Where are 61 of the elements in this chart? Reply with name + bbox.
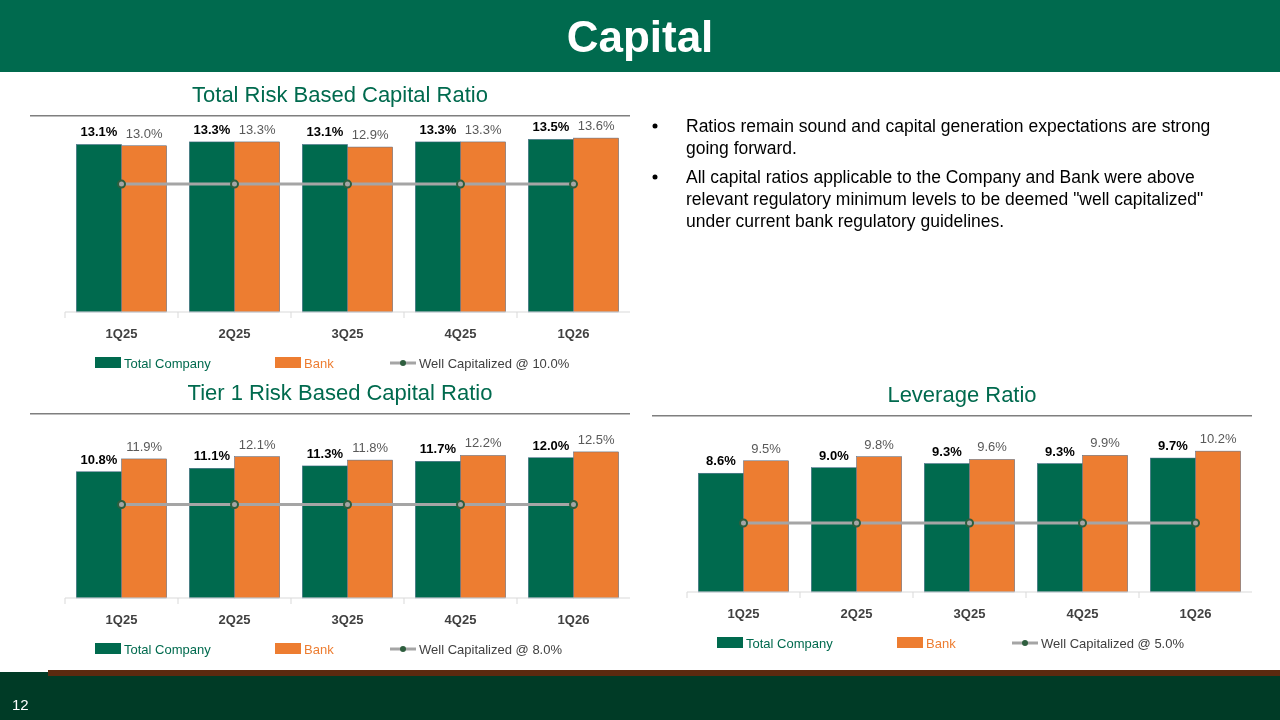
data-label: 13.0% [125, 125, 163, 141]
data-label: 13.1% [306, 124, 344, 140]
data-label: 8.6% [706, 453, 737, 469]
legend-label: Well Capitalized @ 8.0% [419, 642, 563, 657]
x-tick-label: 2Q25 [840, 606, 873, 621]
x-tick-label: 4Q25 [444, 326, 477, 341]
legend-label: Total Company [124, 642, 212, 657]
chart-title: Tier 1 Risk Based Capital Ratio [187, 380, 493, 405]
data-label: 12.0% [532, 437, 570, 453]
text: Total Company [124, 356, 212, 371]
data-label: 9.9% [1090, 435, 1121, 451]
data-label: 9.0% [819, 447, 850, 463]
text: 12 [12, 696, 29, 713]
data-label: 9.7% [1158, 438, 1189, 454]
data-label: 11.3% [306, 445, 344, 461]
data-label: 9.3% [1045, 443, 1076, 459]
chart-title: Total Risk Based Capital Ratio [192, 82, 488, 107]
data-label: 10.8% [80, 451, 118, 467]
x-tick-label: 1Q25 [105, 612, 138, 627]
x-tick-label: 1Q26 [1179, 606, 1212, 621]
text: Capital [566, 12, 714, 61]
data-label: 12.5% [577, 431, 615, 447]
x-tick-label: 1Q25 [105, 326, 138, 341]
data-label: 9.5% [751, 440, 782, 456]
legend-label: Well Capitalized @ 5.0% [1041, 636, 1185, 651]
x-tick-label: 4Q25 [1066, 606, 1099, 621]
data-label: 9.6% [977, 439, 1008, 455]
data-label: 13.3% [238, 121, 276, 137]
x-tick-label: 1Q26 [557, 326, 590, 341]
text: Ratios remain sound and capital generation expectations are strong going forward. [686, 116, 1211, 158]
data-label: 13.5% [532, 119, 570, 135]
data-label: 13.6% [577, 118, 615, 134]
x-tick-label: 3Q25 [331, 326, 364, 341]
data-label: 12.9% [351, 127, 389, 143]
data-label: 13.1% [80, 124, 118, 140]
data-label: 11.9% [126, 438, 163, 454]
data-label: 13.3% [464, 121, 502, 137]
data-label: 11.1% [193, 448, 231, 464]
x-tick-label: 2Q25 [218, 326, 251, 341]
data-label: 12.2% [464, 435, 502, 451]
legend-label: Well Capitalized @ 10.0% [419, 356, 570, 371]
data-label: 12.1% [238, 436, 276, 452]
legend-label: Total Company [746, 636, 834, 651]
x-tick-label: 2Q25 [218, 612, 251, 627]
x-tick-label: 1Q26 [557, 612, 590, 627]
data-label: 9.8% [864, 436, 895, 452]
x-tick-label: 4Q25 [444, 612, 477, 627]
text: Bank [926, 636, 957, 651]
text: All capital ratios applicable to the Company and Bank were above relevant regulatory minimum levels to be deemed "well capitalized" under current bank regulatory guidelines. [686, 167, 1204, 231]
text: Bank [304, 642, 335, 657]
x-tick-label: 3Q25 [331, 612, 364, 627]
x-tick-label: 1Q25 [727, 606, 760, 621]
data-label: 11.7% [419, 441, 457, 457]
data-label: 13.3% [419, 121, 457, 137]
x-tick-label: 3Q25 [953, 606, 986, 621]
data-label: 10.2% [1199, 431, 1237, 447]
data-label: 9.3% [932, 443, 963, 459]
legend-label: Bank [304, 356, 335, 371]
data-label: 11.8% [352, 440, 389, 456]
data-label: 13.3% [193, 121, 231, 137]
chart-title: Leverage Ratio [887, 382, 1037, 407]
